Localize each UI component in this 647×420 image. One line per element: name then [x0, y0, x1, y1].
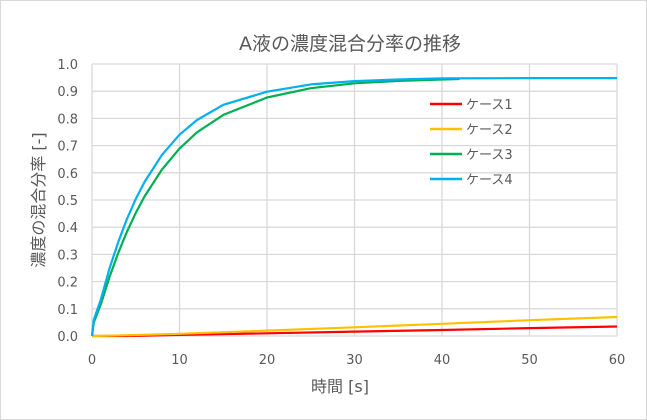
- x-tick-label: 40: [434, 353, 451, 368]
- legend-label-case1: ケース1: [466, 98, 513, 113]
- y-tick-label: 0.8: [57, 112, 78, 127]
- y-tick-label: 0.9: [57, 85, 78, 100]
- x-tick-label: 20: [259, 353, 276, 368]
- x-tick-label: 30: [346, 353, 363, 368]
- y-tick-label: 0.2: [57, 276, 78, 291]
- y-tick-label: 0.4: [57, 221, 78, 236]
- y-tick-label: 0.7: [57, 140, 78, 155]
- x-tick-label: 50: [521, 353, 538, 368]
- series-line-case3: [90, 77, 460, 337]
- y-tick-label: 0.1: [57, 303, 78, 318]
- y-tick-label: 0.5: [57, 194, 78, 209]
- series-line-case4: [90, 77, 617, 337]
- y-tick-label: 1.0: [57, 58, 78, 73]
- series-line-case2: [91, 315, 618, 338]
- legend-label-case4: ケース4: [466, 173, 513, 188]
- y-tick-label: 0.0: [57, 330, 78, 345]
- x-tick-label: 0: [88, 353, 96, 368]
- y-tick-label: 0.6: [57, 167, 78, 182]
- x-tick-label: 60: [609, 353, 626, 368]
- x-tick-label: 10: [171, 353, 188, 368]
- chart-title: A液の濃度混合分率の推移: [239, 33, 461, 55]
- y-tick-label: 0.3: [57, 248, 78, 263]
- y-axis-label: 濃度の混合分率 [-]: [29, 132, 48, 267]
- legend-label-case3: ケース3: [466, 148, 513, 163]
- x-axis-label: 時間 [s]: [311, 377, 369, 396]
- legend-label-case2: ケース2: [466, 123, 513, 138]
